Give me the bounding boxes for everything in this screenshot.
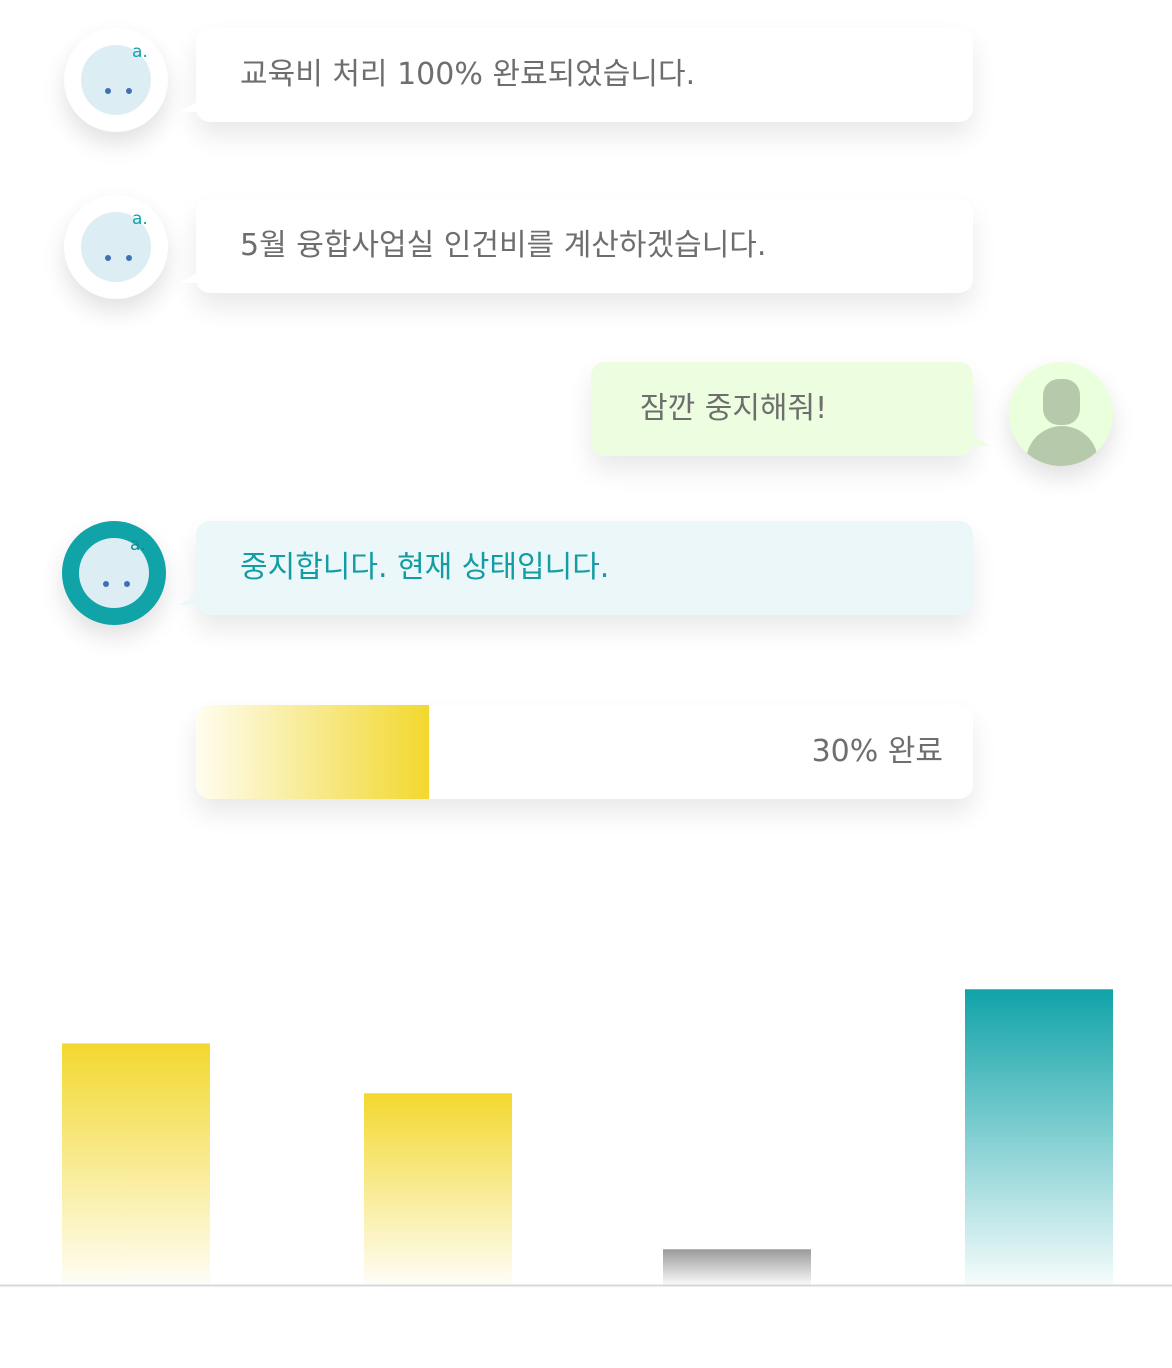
bot-face-icon xyxy=(79,538,149,608)
bar-4 xyxy=(965,989,1113,1285)
bar-3 xyxy=(663,1249,811,1285)
bot-face-icon xyxy=(81,212,151,282)
bot-eye-icon xyxy=(126,255,132,261)
message-text: 잠깐 중지해줘! xyxy=(640,391,828,426)
progress-bar: 30% 완료 xyxy=(196,705,973,799)
bot-eye-icon xyxy=(105,88,111,94)
bot-message-bubble: 교육비 처리 100% 완료되었습니다. xyxy=(179,28,973,122)
user-body-icon xyxy=(1026,426,1098,466)
bot-eye-icon xyxy=(105,255,111,261)
bot-mark: a. xyxy=(132,209,148,229)
message-text: 교육비 처리 100% 완료되었습니다. xyxy=(240,57,696,92)
bot-message-bubble-highlight: 중지합니다. 현재 상태입니다. xyxy=(179,521,973,615)
user-avatar xyxy=(1009,362,1113,466)
bar-1 xyxy=(62,1043,210,1285)
message-text: 중지합니다. 현재 상태입니다. xyxy=(240,550,610,585)
progress-label: 30% 완료 xyxy=(811,734,943,769)
bar-chart xyxy=(0,960,1172,1290)
bot-mark: a. xyxy=(130,535,146,555)
bot-eye-icon xyxy=(103,581,109,587)
bot-avatar-active: a. xyxy=(62,521,166,625)
progress-fill xyxy=(196,705,430,799)
bot-message-bubble: 5월 융합사업실 인건비를 계산하겠습니다. xyxy=(179,199,973,293)
bot-avatar: a. xyxy=(64,195,168,299)
bar-2 xyxy=(364,1093,512,1285)
user-message-bubble: 잠깐 중지해줘! xyxy=(591,362,991,456)
bar-chart-svg xyxy=(0,989,1172,1287)
bot-eye-icon xyxy=(126,88,132,94)
bot-avatar: a. xyxy=(64,28,168,132)
bot-mark: a. xyxy=(132,42,148,62)
bot-eye-icon xyxy=(124,581,130,587)
user-head-icon xyxy=(1043,379,1080,425)
bot-face-icon xyxy=(81,45,151,115)
message-text: 5월 융합사업실 인건비를 계산하겠습니다. xyxy=(240,228,767,263)
